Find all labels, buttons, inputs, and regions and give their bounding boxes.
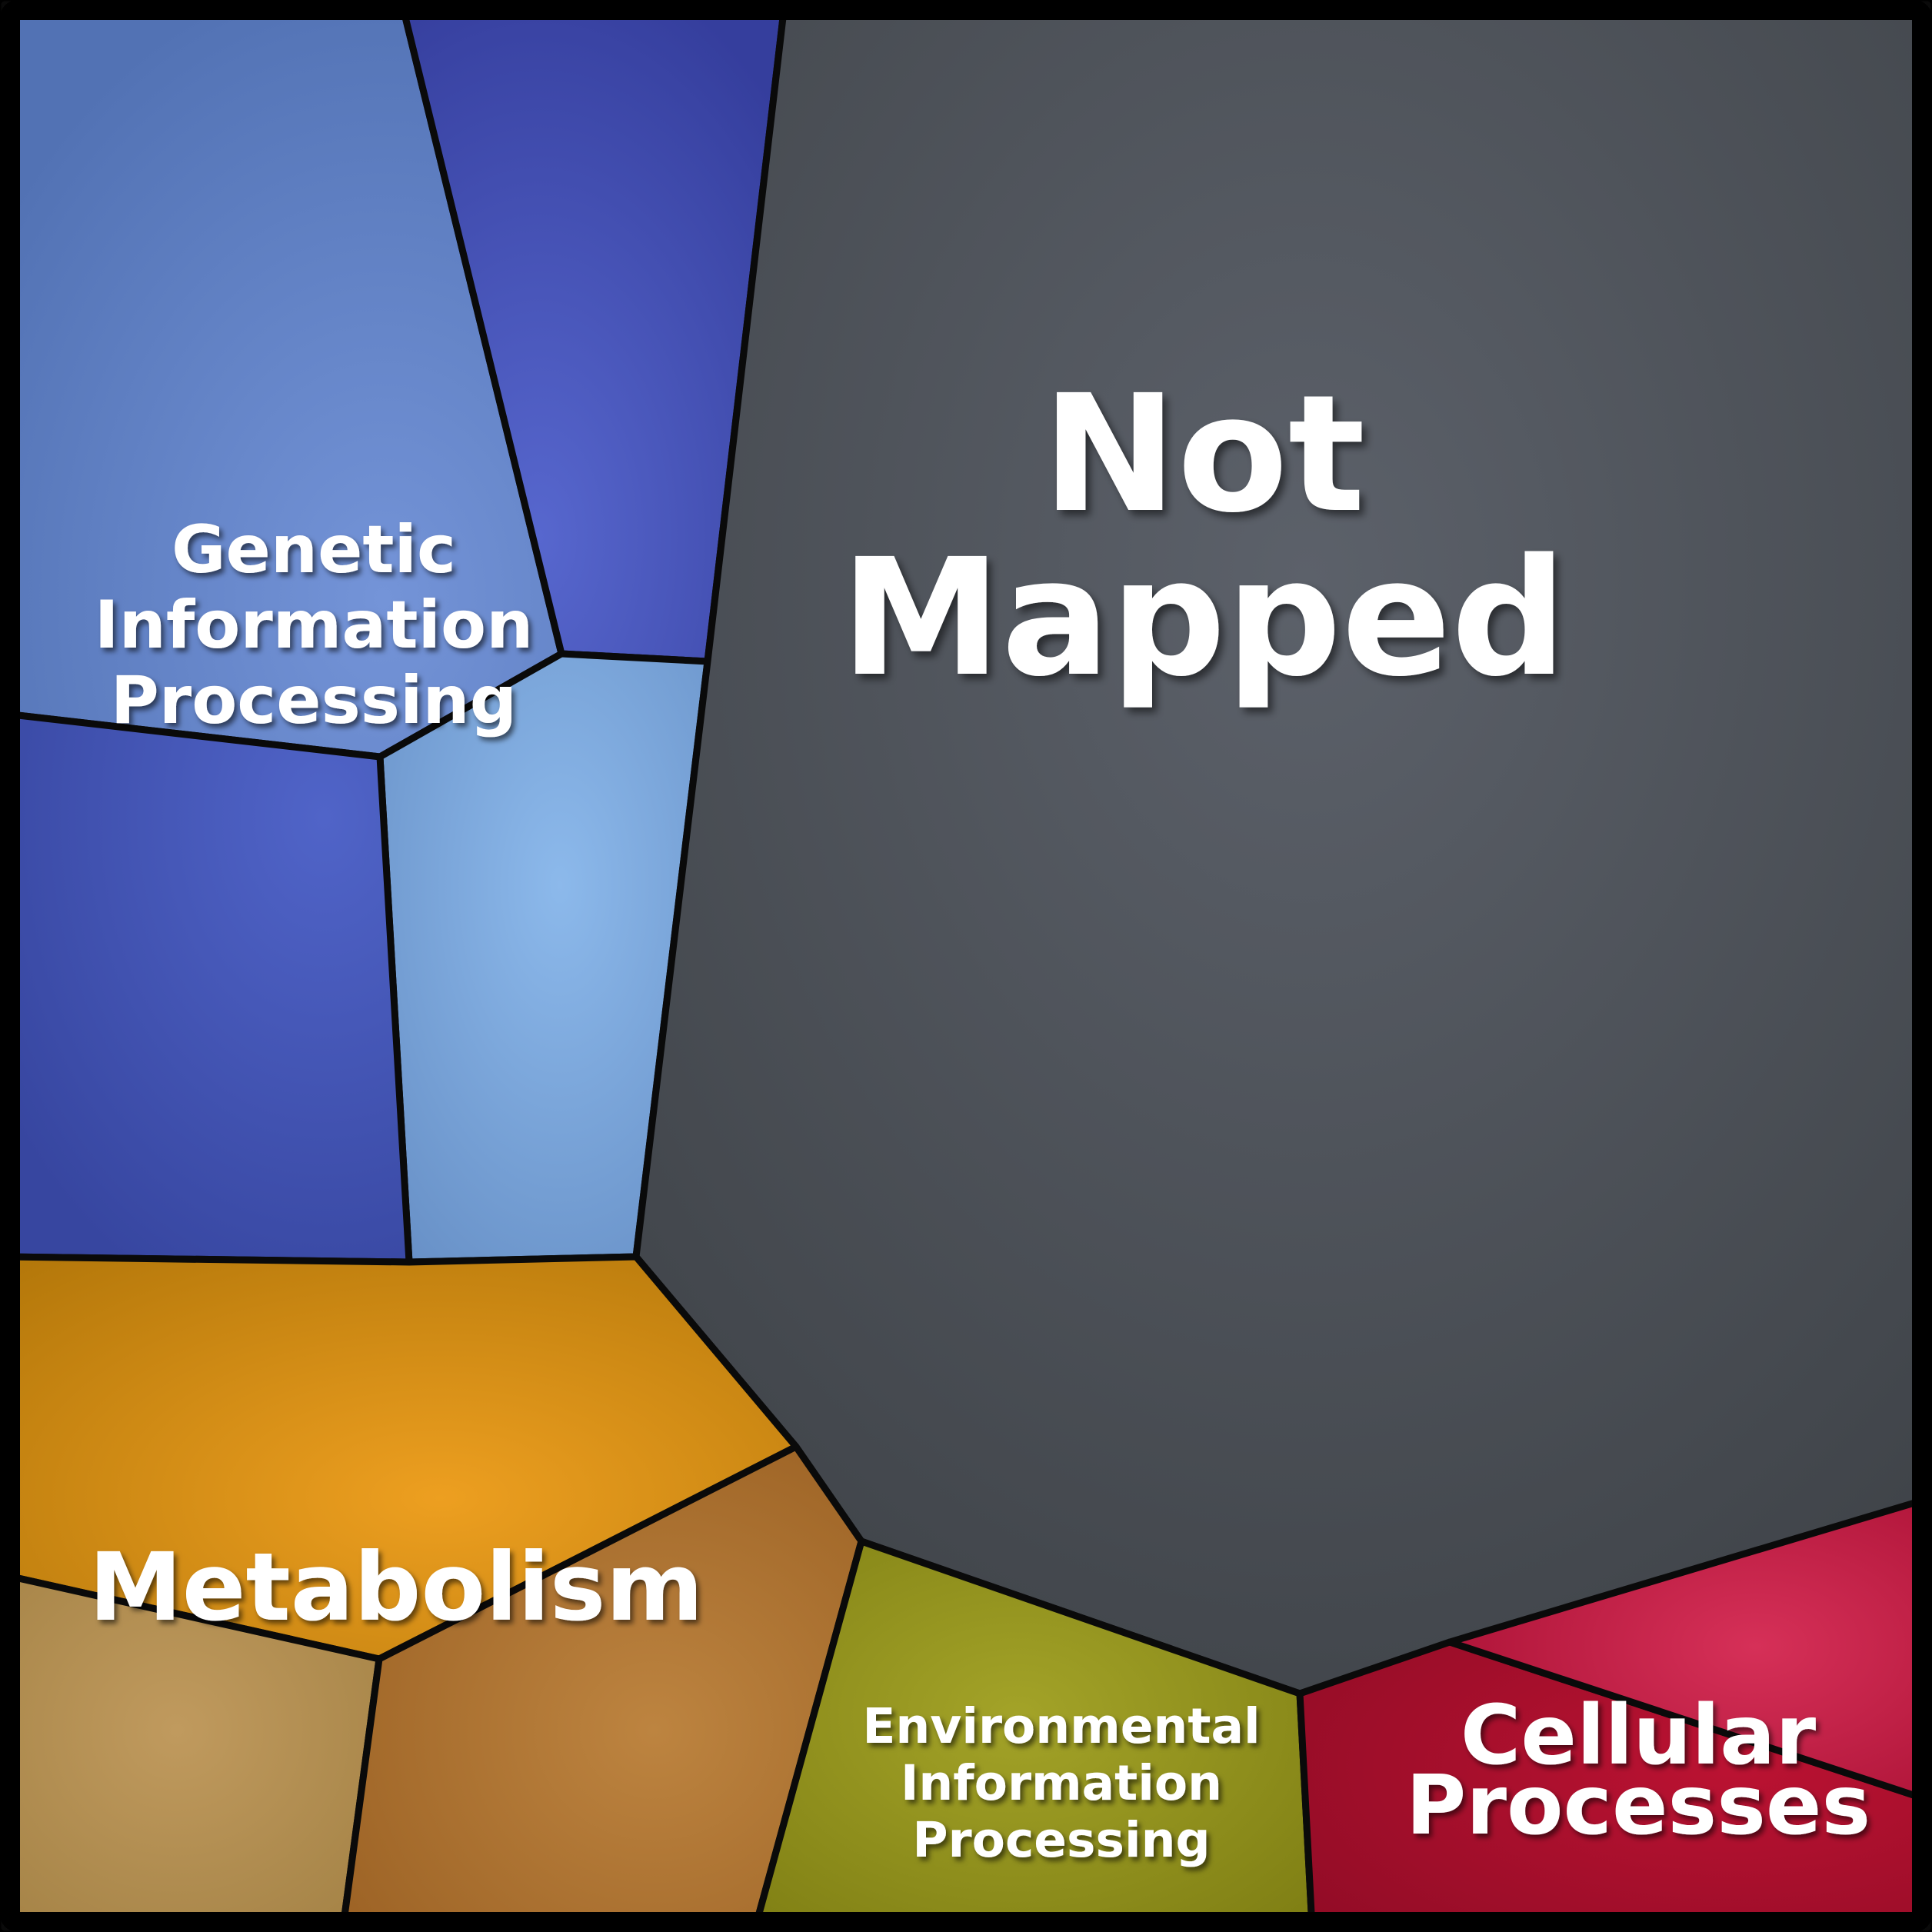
cell-not-mapped[interactable] [632,1,1931,1697]
label-line: Not [1042,360,1365,548]
label-line: Environmental [862,1698,1260,1754]
label-line: Processes [1406,1758,1870,1854]
label-line: Processing [111,662,517,739]
label-metabolism-main: Metabolism [88,1533,703,1642]
label-line: Metabolism [88,1533,703,1642]
label-line: Information [95,587,534,664]
label-line: Cellular [1461,1688,1817,1784]
cell-gip-cell-4[interactable] [1,710,413,1266]
label-line: Mapped [841,524,1567,712]
label-eip: Environmental Information Processing [862,1698,1260,1868]
label-not-mapped: Not Mapped [841,360,1567,712]
label-cellular-cell-2: Cellular Processes [1406,1688,1870,1854]
label-line: Information [901,1755,1222,1811]
label-line: Genetic [172,511,456,588]
label-line: Processing [912,1812,1210,1868]
label-gip-main: Genetic Information Processing [95,511,534,739]
